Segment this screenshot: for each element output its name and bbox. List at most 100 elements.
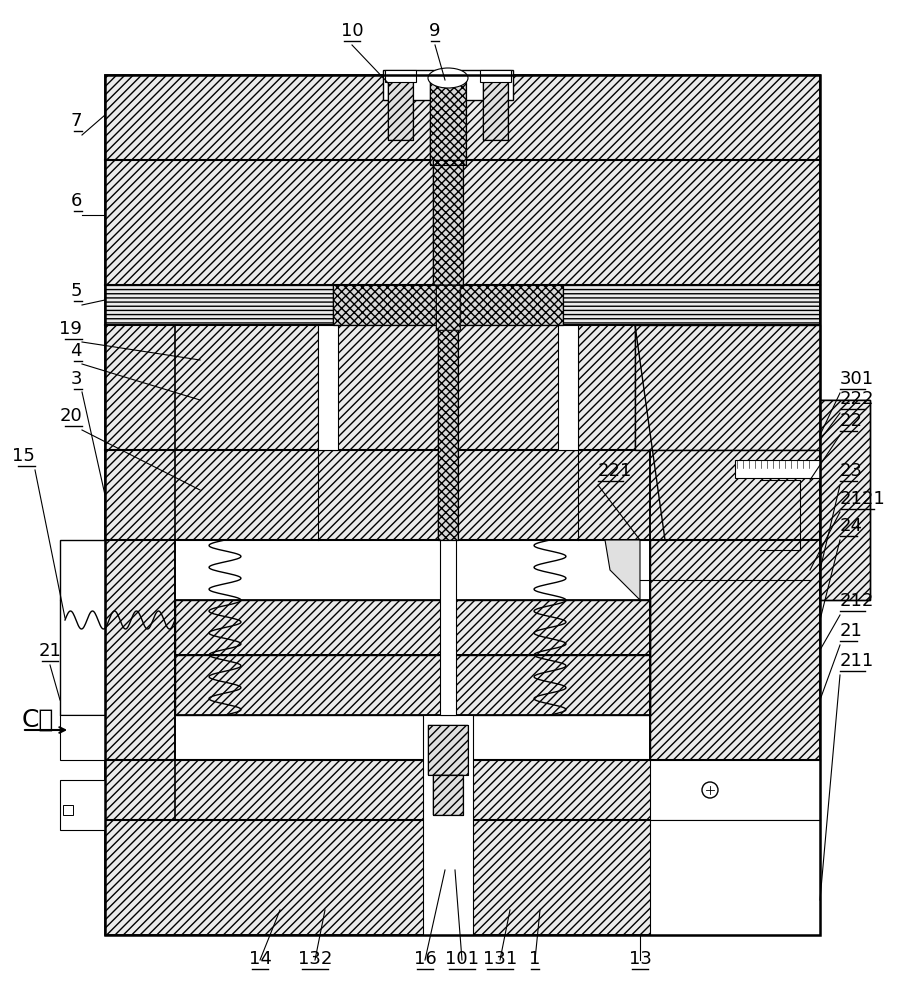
- Text: 2121: 2121: [840, 490, 885, 508]
- Text: 1: 1: [529, 950, 541, 968]
- Bar: [430, 80, 466, 165]
- Text: 3: 3: [71, 370, 82, 388]
- Text: 10: 10: [341, 22, 364, 40]
- Bar: [318, 325, 338, 450]
- Bar: [423, 715, 473, 935]
- Text: 21: 21: [840, 622, 863, 640]
- Text: 16: 16: [414, 950, 436, 968]
- Text: 23: 23: [840, 462, 863, 480]
- Bar: [430, 80, 466, 165]
- Bar: [635, 325, 820, 450]
- Bar: [430, 80, 466, 165]
- Bar: [105, 540, 175, 760]
- Bar: [433, 160, 463, 285]
- Bar: [433, 160, 463, 285]
- Bar: [483, 80, 508, 140]
- Bar: [333, 285, 563, 325]
- Bar: [105, 325, 820, 450]
- Text: 9: 9: [429, 22, 441, 40]
- Text: 131: 131: [483, 950, 517, 968]
- Text: 7: 7: [71, 112, 82, 130]
- Text: 24: 24: [840, 517, 863, 535]
- Bar: [433, 775, 463, 815]
- Bar: [175, 655, 650, 715]
- Text: 101: 101: [445, 950, 479, 968]
- Bar: [333, 285, 563, 325]
- Bar: [388, 80, 413, 140]
- Text: 6: 6: [71, 192, 82, 210]
- Text: 15: 15: [12, 447, 35, 465]
- Bar: [433, 160, 463, 285]
- Text: 22: 22: [840, 412, 863, 430]
- Bar: [105, 760, 820, 820]
- Text: 222: 222: [840, 390, 874, 408]
- Bar: [175, 600, 650, 655]
- Bar: [105, 820, 820, 935]
- Bar: [430, 80, 466, 165]
- Text: 21: 21: [38, 642, 62, 660]
- Bar: [480, 70, 511, 82]
- Bar: [105, 285, 820, 325]
- Bar: [175, 600, 650, 655]
- Bar: [483, 80, 508, 140]
- Text: 5: 5: [71, 282, 82, 300]
- Bar: [428, 725, 468, 775]
- Bar: [333, 285, 563, 325]
- Bar: [433, 160, 463, 285]
- Bar: [820, 400, 870, 600]
- Bar: [60, 780, 105, 830]
- Bar: [105, 820, 820, 935]
- Text: 19: 19: [59, 320, 82, 338]
- Text: 132: 132: [298, 950, 332, 968]
- Bar: [333, 285, 563, 325]
- Bar: [105, 75, 820, 935]
- Text: 212: 212: [840, 592, 874, 610]
- Bar: [820, 400, 870, 600]
- Text: 301: 301: [840, 370, 874, 388]
- Bar: [428, 725, 468, 775]
- Text: 221: 221: [598, 462, 633, 480]
- Bar: [558, 325, 578, 450]
- Text: 211: 211: [840, 652, 874, 670]
- Bar: [105, 540, 175, 760]
- Bar: [105, 450, 820, 540]
- Bar: [105, 760, 820, 820]
- Bar: [436, 285, 460, 330]
- Bar: [650, 540, 820, 760]
- Bar: [438, 325, 458, 540]
- Bar: [105, 160, 820, 285]
- Bar: [175, 655, 650, 715]
- Bar: [428, 725, 468, 775]
- Bar: [820, 400, 870, 600]
- Polygon shape: [605, 540, 640, 600]
- Bar: [433, 775, 463, 815]
- Ellipse shape: [428, 68, 468, 88]
- Bar: [385, 70, 416, 82]
- Bar: [60, 540, 105, 715]
- Bar: [105, 160, 820, 285]
- Bar: [635, 325, 820, 450]
- Bar: [436, 285, 460, 330]
- Text: 20: 20: [59, 407, 82, 425]
- Bar: [60, 715, 105, 760]
- Bar: [105, 75, 820, 160]
- Bar: [438, 325, 458, 540]
- Bar: [433, 775, 463, 815]
- Bar: [650, 760, 820, 820]
- Bar: [735, 460, 820, 478]
- Bar: [438, 325, 458, 540]
- Text: C向: C向: [22, 708, 55, 732]
- Bar: [105, 450, 820, 540]
- Bar: [388, 80, 413, 140]
- Bar: [383, 70, 513, 100]
- Bar: [175, 655, 650, 715]
- Bar: [175, 600, 650, 655]
- Bar: [63, 805, 73, 815]
- Bar: [105, 325, 820, 450]
- Bar: [650, 540, 820, 760]
- Bar: [388, 80, 413, 140]
- Bar: [483, 80, 508, 140]
- Bar: [438, 325, 458, 540]
- Text: 4: 4: [71, 342, 82, 360]
- Bar: [388, 80, 413, 140]
